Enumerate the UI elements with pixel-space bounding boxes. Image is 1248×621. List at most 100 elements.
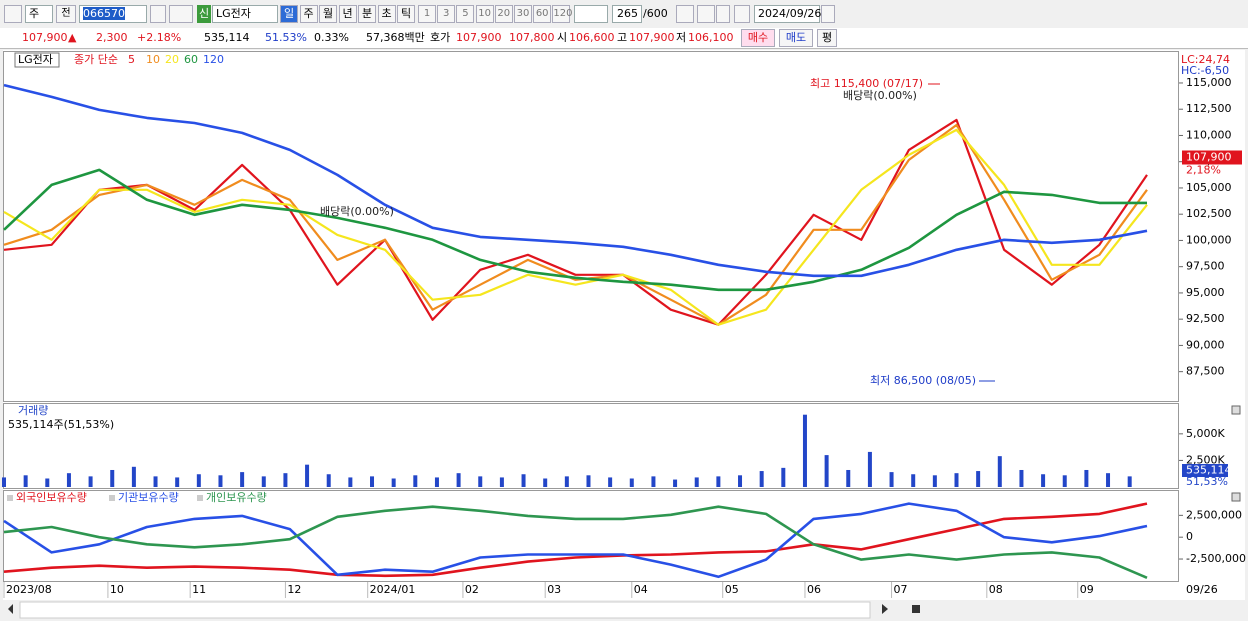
volume-bar	[802, 414, 807, 487]
x-tick-label: 03	[547, 583, 561, 596]
volume-bar	[911, 474, 916, 487]
count-button[interactable]: 1	[418, 5, 436, 23]
bid: 107,800	[509, 31, 555, 44]
volume-bar	[846, 469, 851, 487]
interval-button[interactable]: 초	[377, 5, 396, 23]
y-tick-label: 97,500	[1186, 260, 1225, 273]
count-button[interactable]: 60	[533, 5, 552, 23]
volume-bar	[1127, 476, 1132, 487]
x-tick-label: 02	[465, 583, 479, 596]
volume-bar	[759, 471, 764, 487]
close-icon[interactable]	[1231, 492, 1241, 502]
y-tick-label: 115,000	[1186, 76, 1232, 89]
scroll-track[interactable]	[19, 601, 871, 619]
volume-bar	[456, 473, 461, 487]
series-line	[3, 118, 1148, 326]
date-input[interactable]: 2024/09/26	[754, 5, 821, 23]
x-tick-label: 05	[725, 583, 739, 596]
volume-bar	[499, 477, 504, 487]
volume-bar	[370, 476, 375, 487]
x-tick-label: 07	[894, 583, 908, 596]
interval-button[interactable]: 분	[358, 5, 376, 23]
y-tick-label: 105,000	[1186, 181, 1232, 194]
calendar-icon[interactable]	[821, 5, 835, 23]
sell-button[interactable]: 매도	[779, 29, 813, 47]
volume-subtitle: 535,114주(51,53%)	[8, 418, 114, 431]
avg-button[interactable]: 평	[817, 29, 837, 47]
volume-bar	[305, 464, 310, 487]
count-button[interactable]: 5	[456, 5, 475, 23]
amount: 57,368백만	[366, 31, 425, 44]
series-line	[3, 168, 1147, 292]
save-icon[interactable]	[716, 5, 730, 23]
volume-bar	[997, 456, 1002, 487]
interval-button[interactable]: 주	[299, 5, 318, 23]
x-tick-label: 09	[1080, 583, 1094, 596]
annotation: 배당락(0.00%)	[320, 205, 394, 218]
code-input[interactable]: 066570	[79, 5, 147, 23]
count-button[interactable]: 20	[494, 5, 513, 23]
volume-bar	[629, 478, 634, 487]
layout-icon[interactable]	[4, 5, 22, 23]
settings-icon[interactable]	[734, 5, 750, 23]
open: 106,600	[569, 31, 615, 44]
volume-bar	[88, 476, 93, 487]
scroll-right[interactable]	[882, 604, 888, 614]
high: 107,900	[629, 31, 675, 44]
y-tick-label: 102,500	[1186, 207, 1232, 220]
code: 066570	[83, 7, 125, 20]
volume-bar	[218, 475, 223, 487]
volume-bar	[283, 473, 288, 487]
volume-ratio: 51.53%	[265, 31, 307, 44]
series-line	[3, 123, 1148, 326]
count-button[interactable]: 10	[475, 5, 494, 23]
interval-button[interactable]: 년	[338, 5, 357, 23]
tool-icon[interactable]	[697, 5, 715, 23]
series-line	[3, 505, 1148, 579]
close-icon[interactable]	[1231, 405, 1241, 415]
buy-button[interactable]: 매수	[741, 29, 775, 47]
volume-bar	[413, 475, 418, 487]
volume-bar	[1084, 469, 1089, 487]
series-line	[3, 502, 1148, 579]
stop-icon[interactable]	[912, 605, 920, 613]
volume-bar	[824, 455, 829, 487]
volume-bar	[954, 473, 959, 487]
sound-button[interactable]	[169, 5, 193, 23]
y-tick-label: 100,000	[1186, 233, 1232, 246]
x-tick-label: 2023/08	[6, 583, 52, 596]
series-line	[3, 83, 1148, 278]
interval-button[interactable]: 틱	[397, 5, 415, 23]
volume-bar	[889, 472, 894, 487]
count-button[interactable]: 120	[552, 5, 572, 23]
y-tick-label: 92,500	[1186, 312, 1225, 325]
search-button[interactable]	[150, 5, 166, 23]
x-tick-label: 2024/01	[370, 583, 416, 596]
volume-bar	[521, 474, 526, 487]
interval-button[interactable]: 월	[319, 5, 337, 23]
y-tick-label: -2,500,000	[1186, 552, 1246, 565]
volume-bar	[261, 476, 266, 487]
count-button[interactable]: 3	[437, 5, 456, 23]
tool-icon[interactable]	[676, 5, 694, 23]
volume-bar	[976, 471, 981, 487]
volume-frame	[3, 403, 1179, 489]
volume-bar	[543, 478, 548, 487]
badge: 신	[197, 5, 211, 23]
interval-button[interactable]: 일	[280, 5, 298, 23]
chart-title: LG전자	[18, 53, 53, 66]
chart-bg	[3, 50, 1245, 601]
legend-swatch	[7, 495, 13, 501]
volume-bar	[608, 477, 613, 487]
blank-select[interactable]	[574, 5, 608, 23]
ma-label: 종가 단순	[74, 53, 118, 66]
prev-button[interactable]: 전	[56, 5, 76, 23]
ask-label: 호가	[430, 31, 451, 44]
view-count[interactable]: 265	[612, 5, 642, 23]
name-input[interactable]: LG전자	[212, 5, 278, 23]
scroll-left[interactable]	[8, 604, 13, 614]
count-button[interactable]: 30	[514, 5, 532, 23]
period-select[interactable]: 주	[25, 5, 53, 23]
